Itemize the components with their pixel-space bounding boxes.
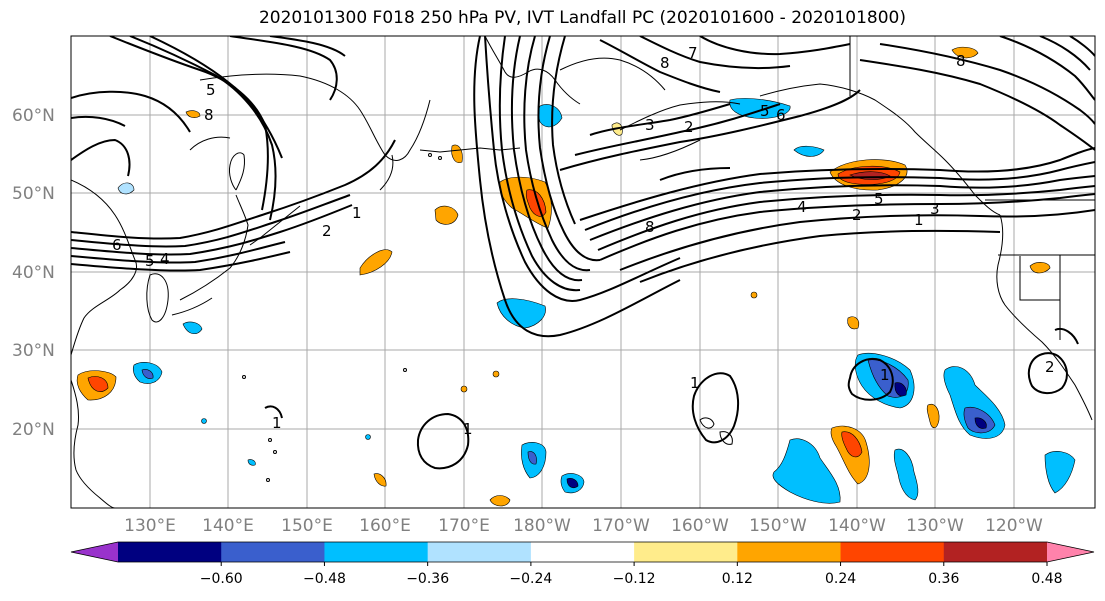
colorbar-tick-label: −0.48 [303,571,346,587]
contour-label: 5 [206,81,216,99]
colorbar-swatch [221,542,325,562]
contour-label: 5 [874,190,884,208]
lon-label: 160°W [671,516,729,536]
colorbar-swatch [840,542,945,562]
lon-label: 130°W [906,516,964,536]
contour-label: 3 [930,200,940,218]
colorbar-extend-high [1047,542,1094,562]
lon-label: 130°E [124,516,176,536]
graticule [71,36,1095,508]
colorbar-swatch [530,542,635,562]
contour-label: 2 [322,222,332,240]
contour-label: 8 [204,106,214,124]
colorbar-swatch [943,542,1048,562]
lat-label: 60°N [12,106,55,126]
colorbar: −0.60 −0.48 −0.36 −0.24 −0.12 0.12 0.24 0.36 0.4… [70,541,1095,587]
colorbar-swatch [737,542,842,562]
colorbar-tick-label: −0.12 [613,571,656,587]
lat-label: 30°N [12,341,55,361]
contour-label: 7 [688,44,698,62]
lat-label: 20°N [12,420,55,440]
longitude-labels: 130°E 140°E 150°E 160°E 170°E 180°W 170°… [124,516,1043,536]
coastlines [71,36,1095,508]
contour-label: 1 [690,374,700,392]
lon-label: 150°E [281,516,333,536]
contour-label: 4 [160,250,170,268]
colorbar-tick-label: −0.24 [509,571,552,587]
contour-label: 8 [645,218,655,236]
contour-label: 6 [776,106,786,124]
contour-label: 5 [145,252,155,270]
colorbar-swatch [427,542,532,562]
lon-label: 180°W [513,516,571,536]
lon-label: 160°E [359,516,411,536]
colorbar-tick-label: 0.12 [722,571,753,587]
contour-label: 5 [760,102,770,120]
contour-label: 1 [914,211,924,229]
contour-label: 1 [463,420,473,438]
map-border [70,35,1096,509]
latitude-labels: 60°N 50°N 40°N 30°N 20°N [12,106,55,440]
contour-label: 1 [272,414,282,432]
lon-label: 140°E [202,516,254,536]
lon-label: 140°W [828,516,886,536]
pv-contours [71,36,1095,470]
colorbar-tick-label: 0.24 [825,571,856,587]
contour-label: 2 [1045,358,1055,376]
contour-label: 8 [956,52,966,70]
colorbar-swatch [324,542,429,562]
colorbar-swatch [634,542,738,562]
contour-label: 8 [660,54,670,72]
colorbar-outline [70,541,1095,563]
contour-label: 1 [352,204,362,222]
colorbar-tick-label: −0.60 [200,571,243,587]
colorbar-tick-label: −0.36 [406,571,449,587]
lon-label: 150°W [749,516,807,536]
lon-label: 120°W [985,516,1043,536]
contour-label: 1 [880,366,890,384]
colorbar-swatch [118,542,222,562]
colorbar-tick-label: 0.36 [928,571,959,587]
contour-label: 2 [852,206,862,224]
contour-label: 2 [684,118,694,136]
contour-label: 3 [645,116,655,134]
lat-label: 50°N [12,184,55,204]
lat-label: 40°N [12,263,55,283]
map-title: 2020101300 F018 250 hPa PV, IVT Landfall… [258,8,906,28]
colorbar-tick-label: 0.48 [1031,571,1062,587]
colorbar-extend-low [71,542,118,562]
lon-label: 170°W [592,516,650,536]
contour-label: 6 [112,236,122,254]
contour-label: 4 [797,198,807,216]
contour-labels: 5 8 6 5 4 2 1 8 7 6 5 3 2 8 4 2 5 1 3 1 … [112,44,1055,438]
lon-label: 170°E [438,516,490,536]
